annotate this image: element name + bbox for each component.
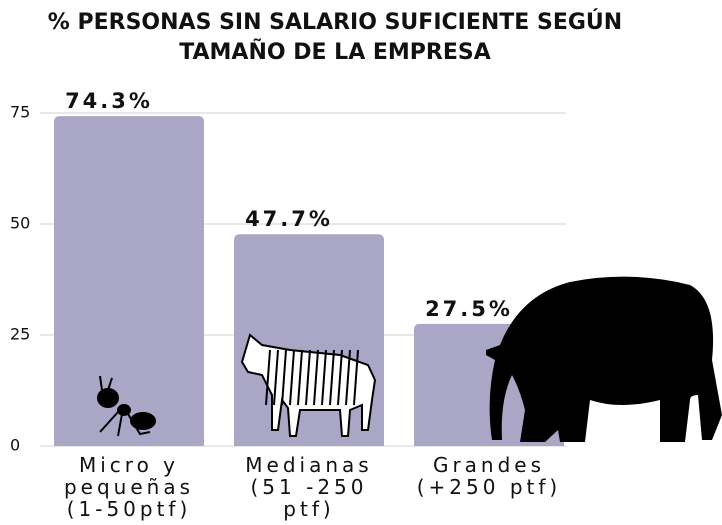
- ant-part: [98, 389, 118, 407]
- x-tick-label: Grandes (+250 ptf): [404, 454, 574, 498]
- bar: [54, 116, 204, 446]
- chart-title: % PERSONAS SIN SALARIO SUFICIENTE SEGÚN …: [30, 8, 640, 68]
- ant-part: [118, 405, 130, 415]
- y-tick-label: 50: [10, 214, 30, 233]
- y-tick-label: 75: [10, 103, 30, 122]
- chart: 0 25 50 75 74.3% 47.7% 27.5% % PERSONAS SIN SA…: [0, 0, 722, 525]
- value-label: 27.5%: [425, 297, 513, 321]
- plot: 0 25 50 75 74.3% 47.7% 27.5%: [0, 0, 722, 525]
- y-tick-label: 25: [10, 325, 30, 344]
- y-tick-label: 0: [10, 436, 20, 455]
- value-label: 74.3%: [65, 89, 153, 113]
- value-label: 47.7%: [245, 207, 333, 231]
- x-tick-label: Micro y pequeñas (1-50ptf): [44, 454, 214, 520]
- x-tick-label: Medianas (51 -250 ptf): [224, 454, 394, 520]
